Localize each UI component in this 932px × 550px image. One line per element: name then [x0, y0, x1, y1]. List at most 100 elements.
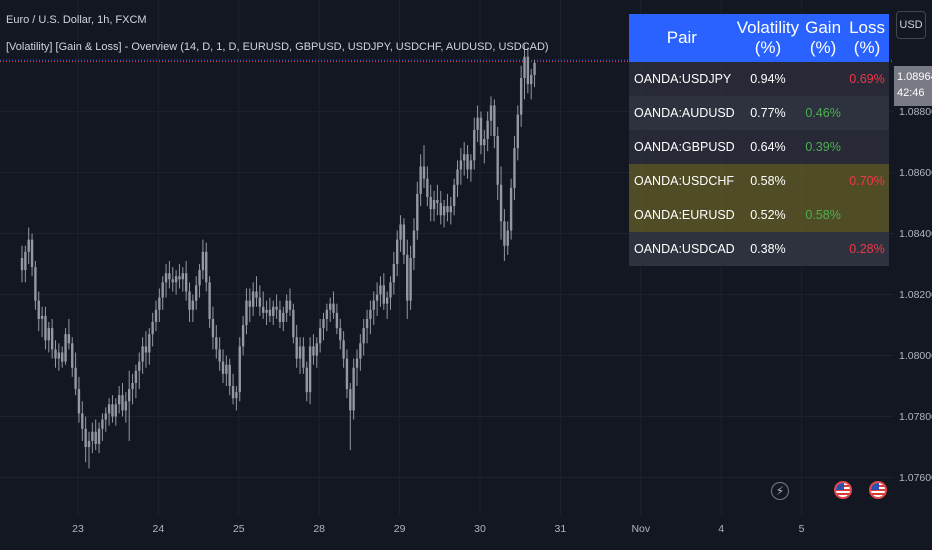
indicator-title[interactable]: [Volatility] [Gain & Loss] - Overview (1…	[6, 41, 549, 53]
candle-body	[513, 148, 516, 188]
candle-body	[218, 349, 221, 362]
candle	[178, 264, 181, 289]
candle-body	[184, 273, 188, 292]
candle	[275, 294, 278, 319]
candle	[479, 111, 483, 155]
candle	[191, 294, 195, 322]
loss-cell	[845, 96, 889, 130]
candle-body	[208, 282, 211, 319]
volatility-cell: 0.52%	[750, 208, 786, 222]
pair-cell: OANDA:USDCAD	[634, 242, 735, 256]
candle	[50, 318, 54, 359]
candle-body	[499, 184, 503, 222]
candle-body	[178, 276, 181, 280]
candle	[94, 419, 97, 451]
candle	[71, 337, 74, 377]
candle-body	[469, 160, 473, 170]
candle	[365, 309, 369, 344]
candle	[292, 303, 295, 344]
loss-cell: 0.70%	[849, 174, 885, 188]
candle-body	[325, 309, 329, 319]
candle-body	[225, 364, 228, 374]
candle-body	[466, 154, 469, 170]
candle-body	[329, 303, 332, 310]
gain-cell: 0.58%	[805, 208, 841, 222]
candle	[161, 276, 164, 310]
y-tick-label: 1.08000	[899, 349, 932, 362]
candle	[258, 285, 262, 316]
candle	[57, 343, 61, 371]
candle	[426, 166, 429, 207]
volatility-cell: 0.58%	[750, 174, 786, 188]
candle	[496, 126, 499, 201]
candle-body	[489, 105, 493, 121]
candle	[493, 99, 496, 149]
candle-body	[278, 309, 282, 322]
table-row: OANDA:EURUSD 0.52% 0.58%	[629, 198, 889, 232]
candle	[148, 328, 151, 365]
us-flag-icon[interactable]	[869, 481, 887, 499]
candle-body	[516, 114, 519, 149]
candle	[456, 160, 459, 197]
candle	[295, 325, 298, 368]
candle	[188, 282, 191, 322]
pair-cell: OANDA:AUDUSD	[634, 106, 735, 120]
candle-body	[332, 303, 335, 313]
candle-body	[315, 343, 318, 356]
candle	[134, 364, 138, 399]
pair-cell: OANDA:USDJPY	[634, 72, 732, 86]
candle	[442, 200, 446, 228]
y-tick-label: 1.08200	[899, 288, 932, 301]
candle-body	[255, 291, 258, 298]
candle	[225, 355, 228, 387]
candle-body	[211, 318, 215, 338]
candle-body	[198, 270, 201, 286]
candle-body	[426, 178, 429, 197]
candle-body	[389, 282, 392, 298]
candle-body	[141, 346, 144, 362]
candle	[516, 105, 519, 161]
candle	[372, 291, 375, 326]
candle-body	[372, 300, 375, 310]
candle	[114, 398, 117, 426]
candle	[84, 416, 87, 463]
candle	[322, 312, 325, 341]
candle	[530, 68, 533, 100]
candle	[342, 331, 345, 368]
candle	[91, 422, 94, 454]
y-tick-label: 1.08800	[899, 105, 932, 118]
candle-body	[171, 279, 174, 283]
x-tick-label: 25	[232, 523, 245, 535]
candle-body	[526, 56, 530, 85]
currency-button[interactable]: USD	[896, 11, 926, 39]
candle-body	[362, 328, 365, 344]
volatility-overview-table: Pair Volatility (%) Gain (%) Loss (%) OA…	[629, 14, 889, 266]
candle	[44, 306, 47, 350]
volatility-cell: 0.77%	[750, 106, 786, 120]
candle	[375, 282, 379, 316]
symbol-title[interactable]: Euro / U.S. Dollar, 1h, FXCM	[6, 14, 147, 26]
candle-body	[268, 309, 272, 316]
candle-body	[205, 251, 208, 283]
candle-body	[37, 300, 40, 319]
gain-cell: 0.46%	[805, 106, 841, 120]
candle-body	[339, 328, 342, 341]
candle-body	[144, 346, 148, 353]
candle	[489, 96, 493, 136]
candle	[208, 276, 211, 329]
candle-body	[40, 315, 44, 319]
candle	[34, 261, 37, 310]
candle-body	[523, 56, 526, 79]
candle-body	[352, 367, 355, 411]
candle-body	[117, 395, 121, 405]
candle	[184, 261, 188, 301]
candle	[255, 276, 258, 307]
candle	[308, 337, 312, 405]
us-flag-icon[interactable]	[834, 481, 852, 499]
candle-body	[359, 343, 362, 359]
candle-body	[107, 404, 111, 414]
lightning-icon[interactable]: ⚡︎	[771, 482, 789, 500]
candle-body	[419, 166, 422, 194]
candle	[396, 230, 399, 277]
